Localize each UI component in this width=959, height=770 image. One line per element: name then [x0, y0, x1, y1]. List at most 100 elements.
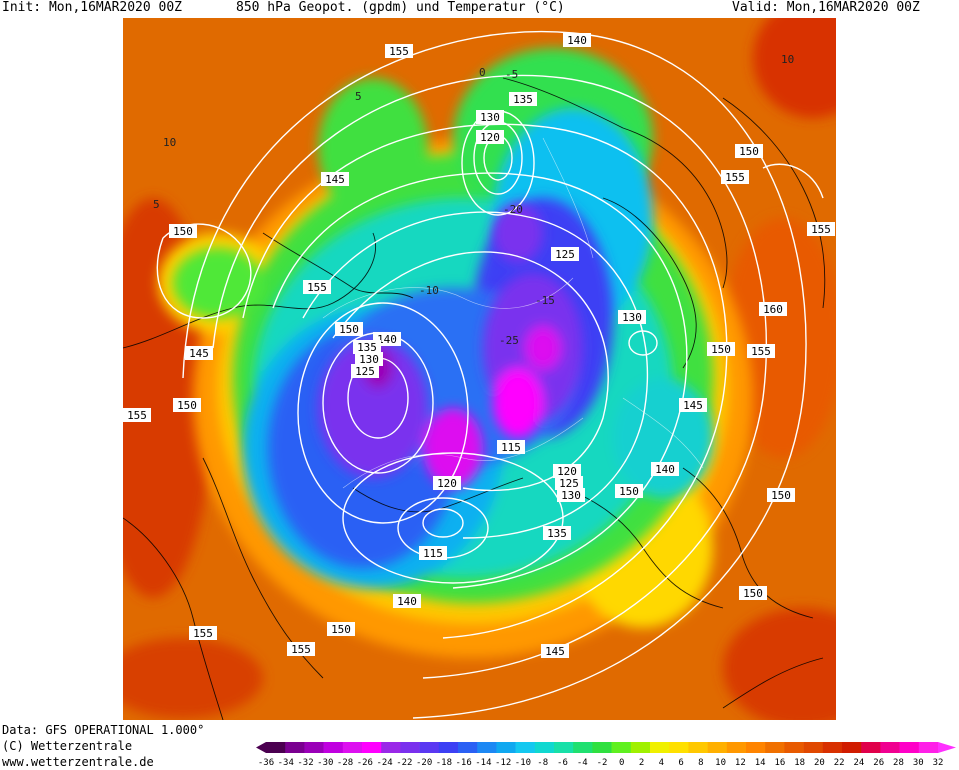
arctic-air-core [318, 203, 583, 488]
legend-swatch [630, 742, 651, 753]
svg-text:155: 155 [751, 345, 771, 358]
weather-map: 155 140 145 150 155 150 140 145 155 130 … [123, 18, 836, 720]
init-time: Init: Mon,16MAR2020 00Z [2, 0, 183, 15]
legend-tick-label: 28 [893, 758, 904, 768]
label-130-c: 130 [355, 352, 383, 366]
legend-swatch [822, 742, 843, 753]
legend-arrow-left [256, 742, 266, 753]
label-150-a: 150 [169, 224, 197, 238]
legend-tick-label: -26 [357, 758, 373, 768]
legend-tick-label: -16 [456, 758, 472, 768]
svg-text:130: 130 [480, 111, 500, 124]
legend-swatch [323, 742, 344, 753]
svg-text:150: 150 [739, 145, 759, 158]
legend-arrow-right [938, 742, 956, 753]
legend-swatch [342, 742, 363, 753]
label-150-c: 150 [735, 144, 763, 158]
legend-swatch [880, 742, 900, 753]
legend-tick-labels: -36 -34 -32 -30 -28 -26 -24 -22 -20 -18 -16 -14 -12-… [258, 758, 944, 768]
label-155-e: 155 [807, 222, 835, 236]
label-130-d: 130 [557, 488, 585, 502]
svg-text:145: 145 [683, 399, 703, 412]
legend-swatch [803, 742, 824, 753]
svg-text:150: 150 [339, 323, 359, 336]
legend-tick-label: 4 [659, 758, 664, 768]
label-155-g: 155 [189, 626, 217, 640]
legend-tick-label: -30 [317, 758, 333, 768]
svg-text:150: 150 [771, 489, 791, 502]
legend-tick-label: 26 [873, 758, 884, 768]
legend-tick-label: 10 [715, 758, 726, 768]
svg-text:135: 135 [547, 527, 567, 540]
svg-text:120: 120 [557, 465, 577, 478]
svg-text:155: 155 [307, 281, 327, 294]
legend-tick-label: 22 [834, 758, 845, 768]
legend-swatch [746, 742, 766, 753]
svg-text:155: 155 [291, 643, 311, 656]
legend-tick-label: -24 [376, 758, 392, 768]
legend-swatch [611, 742, 632, 753]
svg-text:150: 150 [711, 343, 731, 356]
label-120-c: 120 [433, 476, 461, 490]
svg-text:115: 115 [501, 441, 521, 454]
svg-text:155: 155 [127, 409, 147, 422]
svg-text:150: 150 [331, 623, 351, 636]
label-115-a: 115 [497, 440, 525, 454]
label-135-b: 135 [353, 340, 381, 354]
legend-tick-label: 8 [698, 758, 703, 768]
legend-tick-label: -18 [436, 758, 452, 768]
svg-text:155: 155 [389, 45, 409, 58]
svg-text:140: 140 [655, 463, 675, 476]
label-125-a: 125 [551, 247, 579, 261]
legend-tick-label: 0 [619, 758, 624, 768]
svg-text:160: 160 [763, 303, 783, 316]
legend-swatch [918, 742, 939, 753]
svg-text:120: 120 [437, 477, 457, 490]
label-145-d: 145 [541, 644, 569, 658]
temperature-labels: 10 5 0 -5 -10 -15 -20 -25 5 10 [153, 53, 794, 347]
legend-swatch [842, 742, 862, 753]
legend-swatch [362, 742, 382, 753]
temperature-contours [322, 137, 704, 489]
legend-swatch [496, 742, 516, 753]
label-145-b: 145 [185, 346, 213, 360]
svg-text:140: 140 [567, 34, 587, 47]
label-145-a: 145 [321, 172, 349, 186]
legend-swatch [861, 742, 881, 753]
legend-tick-label: -34 [278, 758, 294, 768]
legend-swatch [438, 742, 459, 753]
legend-tick-label: 16 [774, 758, 785, 768]
label-145-c: 145 [679, 398, 707, 412]
svg-text:125: 125 [559, 477, 579, 490]
svg-text:5: 5 [355, 90, 362, 103]
legend-swatch [784, 742, 804, 753]
svg-text:140: 140 [397, 595, 417, 608]
svg-text:-15: -15 [535, 294, 555, 307]
svg-text:130: 130 [561, 489, 581, 502]
label-150-f: 150 [767, 488, 795, 502]
legend-swatch [650, 742, 670, 753]
map-title: 850 hPa Geopot. (gpdm) und Temperatur (°… [236, 0, 565, 15]
legend-tick-label: -14 [475, 758, 491, 768]
svg-text:125: 125 [555, 248, 575, 261]
svg-text:10: 10 [163, 136, 176, 149]
label-140-b: 140 [373, 332, 401, 346]
svg-text:155: 155 [725, 171, 745, 184]
legend-swatch [573, 742, 593, 753]
legend-tick-label: 14 [755, 758, 766, 768]
label-150-i: 150 [173, 398, 201, 412]
svg-text:0: 0 [479, 66, 486, 79]
label-155-a: 155 [385, 44, 413, 58]
label-150-e: 150 [615, 484, 643, 498]
label-150-h: 150 [327, 622, 355, 636]
label-120-b: 120 [553, 464, 581, 478]
legend-swatch [765, 742, 785, 753]
svg-text:-25: -25 [499, 334, 519, 347]
legend-tick-label: -36 [258, 758, 274, 768]
legend-swatch [554, 742, 574, 753]
label-150-g: 150 [739, 586, 767, 600]
legend-swatch [285, 742, 305, 753]
svg-text:155: 155 [811, 223, 831, 236]
legend-swatch [304, 742, 324, 753]
svg-text:135: 135 [357, 341, 377, 354]
